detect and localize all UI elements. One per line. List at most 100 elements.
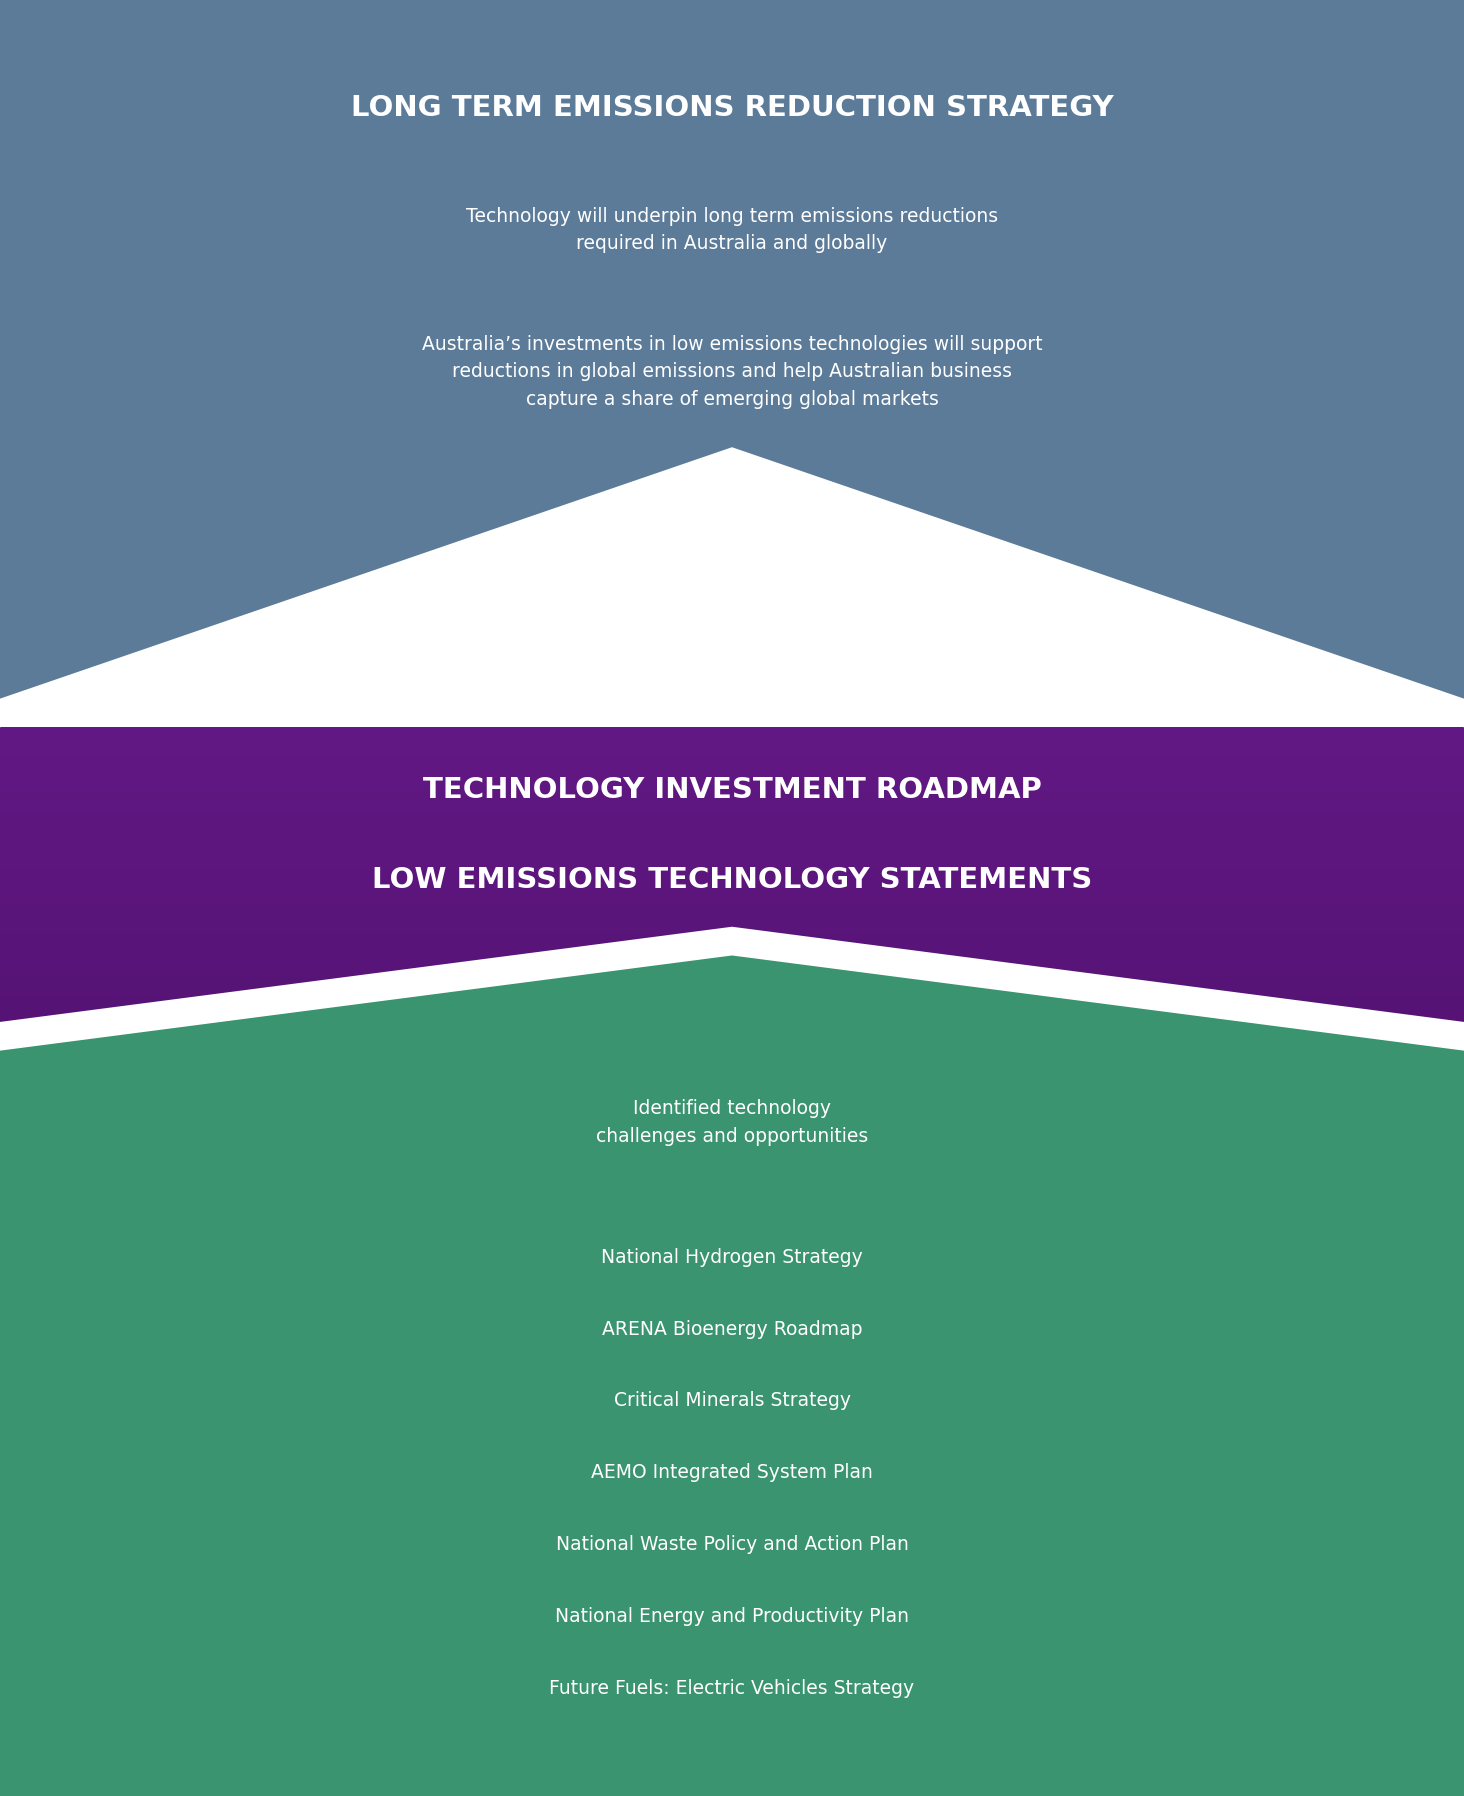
Bar [0, 1184, 1464, 1191]
Bar [0, 1767, 1464, 1774]
Bar [0, 1034, 1464, 1042]
Bar [0, 1304, 1464, 1311]
Text: National Hydrogen Strategy: National Hydrogen Strategy [602, 1248, 862, 1266]
Bar [0, 1383, 1464, 1390]
Bar [0, 792, 1464, 799]
Bar [0, 891, 1464, 898]
Bar [0, 1647, 1464, 1654]
PathPatch shape [0, 476, 1464, 1796]
Bar [0, 1426, 1464, 1433]
Bar [0, 1582, 1464, 1589]
Bar [0, 1789, 1464, 1796]
Bar [0, 1597, 1464, 1604]
Bar [0, 1440, 1464, 1448]
Bar [0, 1013, 1464, 1020]
Bar [0, 884, 1464, 891]
Bar [0, 1455, 1464, 1462]
Bar [0, 1318, 1464, 1325]
Polygon shape [0, 927, 1464, 1796]
Bar [0, 778, 1464, 785]
Bar [0, 1611, 1464, 1618]
Bar [0, 1676, 1464, 1683]
Bar [0, 1155, 1464, 1162]
Bar [0, 1227, 1464, 1234]
Bar [0, 1575, 1464, 1582]
Bar [0, 1760, 1464, 1767]
Bar [0, 1412, 1464, 1419]
Text: LONG TERM EMISSIONS REDUCTION STRATEGY: LONG TERM EMISSIONS REDUCTION STRATEGY [351, 93, 1113, 122]
Bar [0, 1618, 1464, 1625]
Bar [0, 1419, 1464, 1426]
Bar [0, 1397, 1464, 1404]
Text: Identified technology
challenges and opportunities: Identified technology challenges and opp… [596, 1099, 868, 1146]
Bar [0, 1753, 1464, 1760]
Bar [0, 1448, 1464, 1455]
Bar [0, 1683, 1464, 1688]
Bar [0, 1020, 1464, 1027]
Bar [0, 1695, 1464, 1703]
Bar [0, 1717, 1464, 1724]
Polygon shape [0, 447, 1464, 1796]
Bar [0, 984, 1464, 991]
Bar [0, 1433, 1464, 1440]
Bar [0, 1568, 1464, 1575]
Bar [0, 1126, 1464, 1133]
Bar [0, 1047, 1464, 1054]
Bar [0, 862, 1464, 869]
Bar [0, 785, 1464, 792]
Bar [0, 1212, 1464, 1219]
Bar [0, 1710, 1464, 1717]
Bar [0, 1133, 1464, 1140]
Bar [0, 1774, 1464, 1782]
Bar [0, 912, 1464, 920]
Bar [0, 1054, 1464, 1061]
Bar [0, 1162, 1464, 1169]
Bar [0, 1105, 1464, 1112]
Bar [0, 1604, 1464, 1611]
Bar [0, 1625, 1464, 1633]
Bar [0, 941, 1464, 948]
Bar [0, 799, 1464, 806]
Bar [0, 1510, 1464, 1518]
Bar [0, 1255, 1464, 1263]
Bar [0, 1112, 1464, 1119]
Text: Australia’s investments in low emissions technologies will support
reductions in: Australia’s investments in low emissions… [422, 336, 1042, 408]
Bar [0, 1340, 1464, 1347]
Bar [0, 1148, 1464, 1155]
Bar [0, 1090, 1464, 1097]
Bar [0, 1083, 1464, 1090]
Bar [0, 1268, 1464, 1275]
Bar [0, 1724, 1464, 1731]
Bar [0, 1354, 1464, 1361]
Bar [0, 1703, 1464, 1710]
Bar [0, 1275, 1464, 1282]
Bar [0, 1525, 1464, 1532]
Bar [0, 1241, 1464, 1248]
Bar [0, 1668, 1464, 1676]
Bar [0, 1661, 1464, 1668]
Bar [0, 1518, 1464, 1525]
Bar [0, 977, 1464, 984]
Bar [0, 1191, 1464, 1198]
Bar [0, 1546, 1464, 1554]
Bar [0, 991, 1464, 999]
Bar [0, 1739, 1464, 1746]
Bar [0, 756, 1464, 763]
Bar [0, 749, 1464, 756]
Bar [0, 841, 1464, 848]
Bar [0, 821, 1464, 828]
Bar [0, 1176, 1464, 1184]
Bar [0, 1503, 1464, 1510]
Bar [0, 1219, 1464, 1227]
Bar [0, 1554, 1464, 1561]
Text: Future Fuels: Electric Vehicles Strategy: Future Fuels: Electric Vehicles Strategy [549, 1679, 915, 1697]
Bar [0, 1333, 1464, 1340]
Bar [0, 1169, 1464, 1176]
Bar [0, 1042, 1464, 1049]
Bar [0, 806, 1464, 814]
Bar [0, 999, 1464, 1006]
Bar [0, 1404, 1464, 1412]
Bar [0, 1140, 1464, 1148]
Bar [0, 1482, 1464, 1489]
Polygon shape [0, 955, 1464, 1796]
